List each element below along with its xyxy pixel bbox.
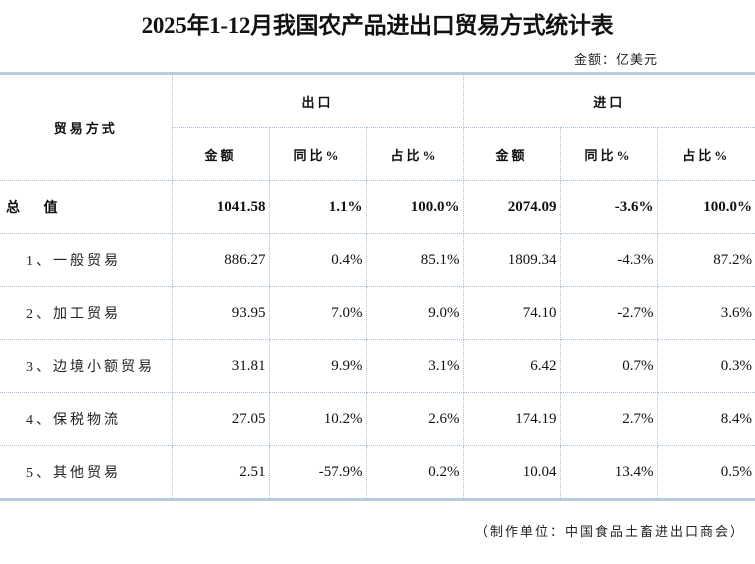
- import-yoy: 13.4%: [560, 445, 658, 500]
- row-label: 总 值: [0, 180, 173, 234]
- header-import-yoy: 同比%: [560, 127, 658, 181]
- export-share: 100.0%: [366, 180, 464, 234]
- header-export: 出口: [172, 73, 464, 128]
- import-yoy: 0.7%: [560, 339, 658, 393]
- export-amount: 1041.58: [172, 180, 270, 234]
- header-export-share: 占比%: [366, 127, 464, 181]
- page-title: 2025年1-12月我国农产品进出口贸易方式统计表: [141, 13, 614, 38]
- export-amount: 31.81: [172, 339, 270, 393]
- table-row: 4、保税物流 27.05 10.2% 2.6% 174.19 2.7% 8.4%: [0, 392, 755, 446]
- header-row-1: 贸易方式 出口 进口: [0, 73, 755, 181]
- header-import-amount: 金额: [463, 127, 561, 181]
- row-label: 5、其他贸易: [0, 445, 173, 500]
- import-amount: 1809.34: [463, 233, 561, 287]
- export-yoy: 1.1%: [269, 180, 367, 234]
- export-share: 85.1%: [366, 233, 464, 287]
- import-amount: 2074.09: [463, 180, 561, 234]
- table-row: 5、其他贸易 2.51 -57.9% 0.2% 10.04 13.4% 0.5%: [0, 445, 755, 500]
- export-share: 9.0%: [366, 286, 464, 340]
- import-amount: 74.10: [463, 286, 561, 340]
- import-amount: 6.42: [463, 339, 561, 393]
- import-amount: 174.19: [463, 392, 561, 446]
- export-amount: 93.95: [172, 286, 270, 340]
- header-row-2: 金额 同比% 占比% 金额 同比% 占比%: [0, 127, 755, 181]
- table-row: 1、一般贸易 886.27 0.4% 85.1% 1809.34 -4.3% 8…: [0, 233, 755, 287]
- import-share: 100.0%: [657, 180, 755, 234]
- header-trade-mode: 贸易方式: [0, 73, 173, 181]
- import-yoy: 2.7%: [560, 392, 658, 446]
- export-amount: 2.51: [172, 445, 270, 500]
- export-share: 3.1%: [366, 339, 464, 393]
- import-share: 0.5%: [720, 463, 753, 480]
- table-row: 2、加工贸易 93.95 7.0% 9.0% 74.10 -2.7% 3.6%: [0, 286, 755, 340]
- export-amount: 886.27: [172, 233, 270, 287]
- import-share: 3.6%: [657, 286, 755, 340]
- import-share: 8.4%: [657, 392, 755, 446]
- header-import-share: 占比%: [657, 127, 755, 181]
- export-yoy: -57.9%: [269, 445, 367, 500]
- import-yoy: -4.3%: [560, 233, 658, 287]
- table-row: 3、边境小额贸易 31.81 9.9% 3.1% 6.42 0.7% 0.3%: [0, 339, 755, 393]
- export-yoy: 0.4%: [269, 233, 367, 287]
- import-yoy: -3.6%: [560, 180, 658, 234]
- row-label: 4、保税物流: [0, 392, 173, 446]
- export-share: 0.2%: [366, 445, 464, 500]
- header-export-yoy: 同比%: [269, 127, 367, 181]
- import-amount: 10.04: [463, 445, 561, 500]
- table-row-total: 总 值 1041.58 1.1% 100.0% 2074.09 -3.6% 10…: [0, 180, 755, 234]
- row-label: 3、边境小额贸易: [0, 339, 173, 393]
- export-share: 2.6%: [366, 392, 464, 446]
- source-note: （制作单位：中国食品土畜进出口商会）: [474, 524, 745, 539]
- header-export-amount: 金额: [172, 127, 270, 181]
- export-yoy: 10.2%: [269, 392, 367, 446]
- export-yoy: 9.9%: [269, 339, 367, 393]
- header-import: 进口: [463, 73, 755, 128]
- trade-mode-table: 贸易方式 出口 进口 金额 同比% 占比% 金额 同比% 占比% 总 值 104…: [0, 72, 755, 501]
- row-label: 1、一般贸易: [0, 233, 173, 287]
- export-amount: 27.05: [172, 392, 270, 446]
- import-share: 0.3%: [657, 339, 755, 393]
- row-label: 2、加工贸易: [0, 286, 173, 340]
- unit-label: 金额：亿美元: [573, 52, 658, 67]
- export-yoy: 7.0%: [269, 286, 367, 340]
- import-share: 87.2%: [657, 233, 755, 287]
- import-yoy: -2.7%: [560, 286, 658, 340]
